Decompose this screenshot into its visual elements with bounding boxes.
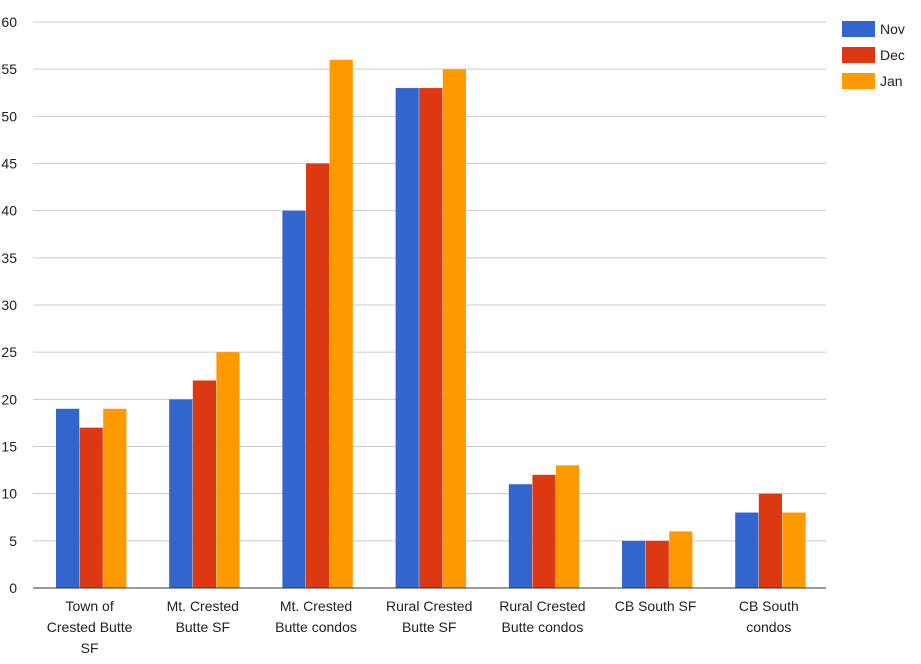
x-category-label-line: Crested Butte [47,619,133,635]
y-tick-label: 50 [1,108,17,124]
x-category-label: Mt. Crested Butte condos [275,598,357,635]
bar-jan-1 [216,352,240,588]
x-category-label-line: Rural Crested [386,598,472,614]
bar-nov-6 [735,512,759,588]
x-category-label-line: Mt. Crested [280,598,352,614]
x-category-label-line: condos [746,619,791,635]
bar-nov-5 [622,540,646,588]
bar-nov-3 [395,88,419,589]
x-axis-category-labels: Town of Crested Butte SF Mt. Crested Butte S… [47,598,799,656]
bar-dec-3 [419,88,443,589]
bar-jan-2 [329,59,353,588]
bar-dec-5 [645,540,669,588]
y-axis-tick-labels: 0 5 10 15 20 25 30 35 40 45 50 55 60 [1,14,17,596]
x-category-label-line: Town of [65,598,113,614]
bar-nov-2 [282,210,306,588]
y-tick-label: 10 [1,486,17,502]
bars [56,59,806,589]
bar-dec-6 [758,493,782,588]
x-category-label-line: CB South SF [615,598,697,614]
bar-jan-3 [442,69,466,588]
y-tick-label: 25 [1,344,17,360]
bar-dec-4 [532,474,556,588]
bar-nov-4 [508,484,532,588]
x-category-label-line: CB South [739,598,799,614]
x-category-label: Rural Crested Butte SF [386,598,472,635]
y-tick-label: 55 [1,61,17,77]
bar-nov-0 [56,408,80,588]
legend-label-jan: Jan [880,73,903,89]
bar-jan-0 [103,408,127,588]
bar-dec-1 [192,380,216,588]
x-category-label-line: Butte SF [402,619,456,635]
x-category-label-line: Butte condos [502,619,584,635]
y-tick-label: 5 [9,533,17,549]
y-tick-label: 35 [1,250,17,266]
legend-swatch-dec [842,47,875,63]
bar-jan-4 [556,465,580,588]
x-category-label: CB South condos [739,598,799,635]
y-tick-label: 15 [1,439,17,455]
legend-swatch-jan [842,73,875,89]
y-tick-label: 40 [1,203,17,219]
x-category-label-line: Butte condos [275,619,357,635]
x-category-label: Rural Crested Butte condos [499,598,585,635]
bar-jan-5 [669,531,693,588]
x-category-label-line: SF [81,640,99,656]
y-tick-label: 60 [1,14,17,30]
x-category-label-line: Mt. Crested [167,598,239,614]
y-tick-label: 45 [1,156,17,172]
bar-nov-1 [169,399,193,588]
x-category-label-line: Rural Crested [499,598,585,614]
y-tick-label: 20 [1,391,17,407]
x-category-label: CB South SF [615,598,697,614]
x-category-label-line: Butte SF [176,619,230,635]
legend: Nov Dec Jan [842,21,905,89]
legend-label-dec: Dec [880,47,905,63]
bar-jan-6 [782,512,806,588]
x-category-label: Mt. Crested Butte SF [167,598,239,635]
x-category-label: Town of Crested Butte SF [47,598,133,656]
bar-dec-2 [306,163,330,588]
legend-swatch-nov [842,21,875,37]
y-tick-label: 30 [1,297,17,313]
legend-label-nov: Nov [880,21,905,37]
y-tick-label: 0 [9,580,17,596]
bar-dec-0 [79,427,103,588]
